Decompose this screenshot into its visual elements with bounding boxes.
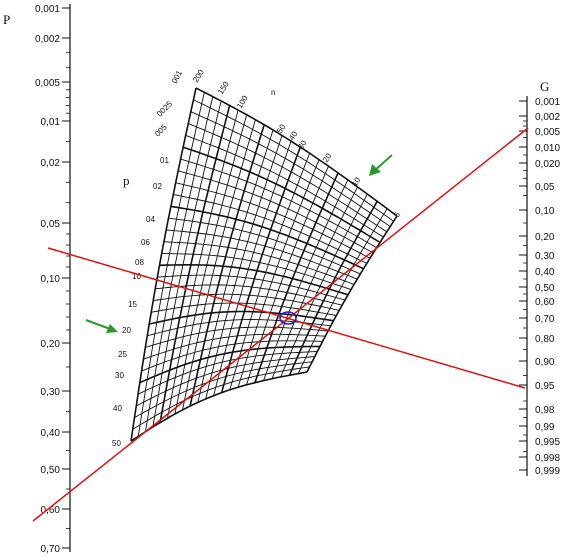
left-axis-tick-label: 0,005 [35, 78, 60, 89]
right-axis-tick-label: 0,95 [535, 381, 555, 392]
isopleth-line-1 [32, 127, 529, 522]
grid-column-line [263, 179, 349, 381]
grid-column-line [167, 109, 239, 419]
left-axis-tick-label: 0,02 [41, 158, 61, 169]
grid-column-line [229, 153, 311, 391]
grid-row-line [130, 371, 308, 442]
grid-p-label: 0025 [155, 99, 174, 118]
grid-n-label: 150 [216, 80, 231, 97]
grid-n-label: 200 [191, 68, 206, 85]
grid-column-line [145, 96, 214, 432]
grid-p-label: 08 [135, 258, 144, 267]
curvilinear-grid [130, 87, 398, 442]
grid-p-label: 10 [132, 272, 141, 281]
grid-column-line [297, 208, 388, 374]
grid-column-line [197, 129, 274, 403]
left-axis-P: 0,001 0,002 0,005 0,01 0,02 0,05 0,10 0,20 0,30 0… [35, 4, 71, 555]
right-axis-tick-label: 0,001 [535, 97, 560, 108]
left-axis-tick-label: 0,002 [35, 34, 60, 45]
left-axis-tick-label: 0,40 [41, 428, 61, 439]
right-axis-tick-label: 0,020 [535, 159, 560, 170]
intersection-circle-icon [279, 311, 297, 325]
grid-n-label: 100 [235, 94, 250, 111]
right-axis-tick-label: 0,98 [535, 405, 555, 416]
grid-n-label: 10 [350, 175, 363, 188]
right-axis-tick-label: 0,90 [535, 357, 555, 368]
left-axis-tick-label: 0,30 [41, 387, 61, 398]
left-axis-tick-label: 0,60 [41, 505, 61, 516]
grid-p-label: 005 [153, 122, 169, 138]
grid-column-line [254, 172, 339, 383]
grid-p-label: 001 [170, 68, 184, 84]
right-axis-tick-label: 0,30 [535, 251, 555, 262]
right-axis-tick-label: 0,80 [535, 334, 555, 345]
left-axis-tick-label: 0,70 [41, 544, 61, 555]
grid-p-label: 20 [122, 326, 131, 335]
right-axis-tick-label: 0,05 [535, 182, 555, 193]
right-axis-tick-label: 0,99 [535, 422, 555, 433]
right-axis-tick-label: 0,999 [535, 466, 560, 477]
grid-column-line [237, 159, 320, 388]
left-axis-tick-label: 0,50 [41, 465, 61, 476]
grid-p-label: 01 [160, 156, 169, 165]
grid-column-line [288, 200, 378, 376]
right-axis-tick-label: 0,002 [535, 112, 560, 123]
grid-labels: 001 0025 005 01 02 04 06 08 10 15 20 25 30 40 50 200 150… [112, 68, 402, 448]
green-arrow-icon [85, 319, 118, 333]
grid-column-line [280, 193, 368, 378]
grid-column-line [137, 92, 205, 437]
grid-column-line [159, 105, 231, 423]
green-arrow-icon [369, 154, 393, 176]
grid-p-title: p [123, 173, 130, 188]
left-axis-tick-label: 0,001 [35, 4, 60, 15]
grid-column-line [306, 215, 398, 373]
grid-column-line [174, 114, 248, 415]
right-axis-tick-label: 0,20 [535, 232, 555, 243]
grid-p-label: 04 [146, 215, 155, 224]
grid-p-label: 25 [118, 350, 127, 359]
isopleth-line-2 [47, 247, 526, 389]
grid-p-label: 02 [153, 182, 162, 191]
right-axis-tick-label: 0,010 [535, 143, 560, 154]
grid-column-line [130, 87, 197, 442]
grid-p-label: 40 [113, 404, 122, 413]
grid-n-label: 30 [296, 138, 309, 151]
grid-column-line [246, 166, 329, 386]
grid-p-label: 06 [141, 238, 150, 247]
grid-n-title: n [271, 88, 275, 97]
grid-row-line [195, 87, 398, 217]
right-axis-tick-label: 0,995 [535, 437, 560, 448]
grid-p-label: 15 [128, 300, 137, 309]
grid-n-label: 5 [392, 210, 402, 219]
left-axis-title: P [3, 12, 10, 27]
grid-column-line [189, 124, 265, 407]
grid-column-line [271, 186, 358, 379]
right-axis-tick-label: 0,005 [535, 127, 560, 138]
grid-column-line [152, 100, 222, 428]
grid-column-line [205, 135, 283, 400]
left-axis-tick-label: 0,05 [41, 219, 61, 230]
grid-p-label: 50 [112, 439, 121, 448]
right-axis-tick-label: 0,50 [535, 283, 555, 294]
right-axis-tick-label: 0,60 [535, 297, 555, 308]
grid-p-label: 30 [115, 371, 124, 380]
right-axis-tick-label: 0,70 [535, 314, 555, 325]
left-axis-tick-label: 0,20 [41, 339, 61, 350]
grid-column-line [213, 141, 292, 396]
grid-column-line [220, 146, 302, 393]
left-axis-tick-label: 0,01 [41, 117, 61, 128]
grid-column-line [182, 119, 256, 411]
right-axis-tick-label: 0,998 [535, 453, 560, 464]
right-axis-tick-label: 0,10 [535, 206, 555, 217]
left-axis-tick-label: 0,10 [41, 274, 61, 285]
right-axis-G: 0,001 0,002 0,005 0,010 0,020 0,05 0,10 0,20 0,3… [519, 96, 560, 477]
right-axis-title: G [540, 79, 549, 94]
right-axis-tick-label: 0,40 [535, 267, 555, 278]
